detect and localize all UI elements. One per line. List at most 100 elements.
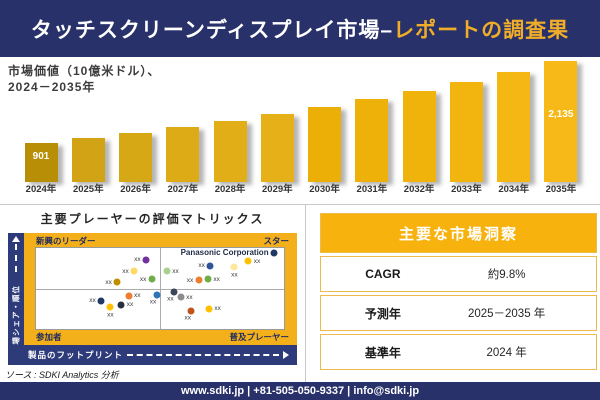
- x-axis-tick: 2025年: [72, 184, 104, 195]
- scatter-dot: [177, 293, 185, 301]
- bar-2027年: [166, 127, 200, 182]
- scatter-dot: [153, 291, 161, 299]
- x-axis-tick: 2026年: [120, 184, 151, 195]
- x-axis-tick: 2029年: [262, 184, 293, 195]
- matrix-title: 主要プレーヤーの評価マトリックス: [40, 212, 265, 226]
- scatter-dot-label: xx: [198, 262, 205, 270]
- x-axis-tick: 2024年: [25, 184, 57, 195]
- scatter-dot: [205, 305, 213, 312]
- insight-label: 基準年: [364, 345, 401, 360]
- y-axis-label: 市場シェア・順位: [11, 285, 21, 353]
- bar-column: 2031年: [349, 59, 395, 198]
- scatter-dot-label: xx: [213, 275, 220, 283]
- x-axis-tick: 2033年: [451, 184, 482, 195]
- quadrant-label-top-left: 新興のリーダー: [36, 236, 96, 246]
- quadrant-label-top-right: スター: [263, 236, 289, 246]
- scatter-dot: [170, 288, 178, 296]
- dashed-line-horizontal: [127, 354, 279, 356]
- scatter-dot: [163, 267, 171, 275]
- insight-value: 2024 年: [486, 347, 527, 359]
- matrix-point: xx: [140, 275, 156, 283]
- x-axis-tick: 2027年: [167, 184, 199, 195]
- matrix-point: xx: [204, 275, 220, 283]
- matrix-point: xx: [205, 305, 221, 312]
- matrix-point: xx: [244, 257, 260, 265]
- scatter-dot: [204, 275, 212, 283]
- bar-2025年: [71, 138, 105, 182]
- player-matrix-panel: 主要プレーヤーの評価マトリックス 市場シェア・順位 新興のリーダー スター 参加…: [0, 205, 305, 382]
- bar-column: 2032年: [396, 59, 442, 198]
- horizontal-divider: [0, 204, 600, 205]
- scatter-dot: [97, 297, 105, 305]
- matrix-point: xx: [230, 263, 238, 279]
- scatter-dot: [206, 262, 214, 270]
- scatter-dot-label: xx: [122, 267, 129, 275]
- page-title-accent: レポートの調査果: [393, 18, 570, 42]
- chart-title-line2: 2024－2035年: [8, 80, 96, 95]
- bar-column: 2025年: [65, 59, 111, 198]
- matrix-point: xx: [134, 256, 150, 264]
- scatter-dot: [130, 267, 138, 275]
- x-axis-tick: 2028年: [214, 184, 246, 195]
- scatter-dot-label: xx: [149, 298, 157, 306]
- insight-label: 予測年: [364, 306, 401, 321]
- bar-column: 2027年: [160, 59, 206, 198]
- scatter-dot-label: xx: [134, 256, 141, 264]
- bar-column: 2033年: [443, 59, 489, 198]
- scatter-dot: [244, 257, 252, 265]
- scatter-dot: [270, 249, 278, 257]
- matrix-point: xx: [125, 292, 141, 300]
- bar-2030年: [308, 107, 342, 182]
- matrix-frame: 新興のリーダー スター 参加者 普及プレーヤー xx xx xx xx xx xx xx xx…: [24, 233, 297, 345]
- bar-2024年: 901: [24, 143, 58, 182]
- scatter-dot-label: xx: [253, 257, 261, 265]
- scatter-dot: [230, 263, 238, 271]
- chart-title-line1: 市場価値（10億米ドル）、: [8, 64, 161, 78]
- scatter-dot-label: xx: [186, 293, 193, 301]
- vertical-divider: [305, 205, 306, 382]
- scatter-dot-label: xx: [126, 301, 134, 309]
- scatter-dot: [195, 276, 203, 284]
- scatter-dot-label: xx: [186, 276, 194, 284]
- matrix-x-axis: 製品のフットプリント: [8, 345, 297, 365]
- scatter-dot: [187, 307, 195, 315]
- insight-row: CAGR 約9.8%: [320, 256, 597, 292]
- x-axis-tick: 2032年: [403, 184, 435, 195]
- bar-columns: 901 2024年 2025年 2026年 2027年 2028年 2029年 2030年 20…: [18, 59, 584, 198]
- scatter-dot-label: xx: [89, 297, 96, 305]
- insight-label: CAGR: [365, 267, 401, 281]
- scatter-dot-label: xx: [184, 314, 191, 322]
- insight-value: 約9.8%: [487, 269, 526, 281]
- arrow-up-icon: [12, 236, 20, 242]
- scatter-dot-label: xx: [172, 267, 179, 275]
- bar-2028年: [213, 121, 247, 182]
- scatter-dot-label: xx: [105, 278, 112, 286]
- bar-2029年: [260, 114, 294, 182]
- scatter-dot-label: xx: [214, 305, 221, 312]
- bar-value-label: 901: [32, 151, 50, 162]
- matrix-point: xx: [117, 301, 133, 309]
- x-axis-tick: 2031年: [356, 184, 388, 195]
- scatter-dot-label: Panasonic Corporation: [180, 248, 269, 258]
- scatter-dot: [113, 278, 121, 286]
- bar-2033年: [449, 82, 483, 182]
- bar-column: 2034年: [491, 59, 537, 198]
- bar-2034年: [497, 72, 531, 182]
- insight-row: 予測年 2025－2035 年: [320, 295, 597, 331]
- bar-column: 2026年: [113, 59, 159, 198]
- matrix-point: xx: [167, 288, 178, 303]
- bar-column: 2028年: [207, 59, 253, 198]
- arrow-right-icon: [283, 351, 289, 359]
- scatter-dot-label: xx: [107, 311, 114, 319]
- scatter-dot: [148, 275, 156, 283]
- insights-title: 主要な市場洞察: [320, 213, 597, 253]
- matrix-point: xx: [105, 278, 121, 286]
- quadrant-label-bottom-left: 参加者: [36, 332, 62, 342]
- bar-2032年: [402, 91, 436, 182]
- insight-value: 2025－2035 年: [467, 308, 546, 320]
- matrix-point: xx: [198, 262, 214, 270]
- matrix-point: xx: [163, 267, 179, 275]
- page-title-main: タッチスクリーンディスプレイ市場–: [30, 18, 394, 42]
- bar-2035年: 2,135: [544, 61, 578, 182]
